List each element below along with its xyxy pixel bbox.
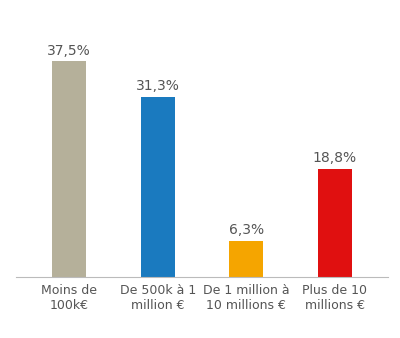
Text: 31,3%: 31,3% bbox=[136, 79, 180, 93]
Text: 18,8%: 18,8% bbox=[313, 151, 357, 165]
Bar bbox=[318, 169, 352, 277]
Bar bbox=[141, 97, 174, 277]
Bar bbox=[52, 61, 86, 277]
Text: 6,3%: 6,3% bbox=[229, 223, 264, 237]
Bar bbox=[230, 241, 263, 277]
Text: 37,5%: 37,5% bbox=[47, 44, 91, 58]
